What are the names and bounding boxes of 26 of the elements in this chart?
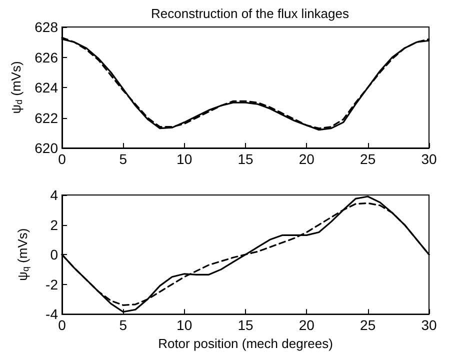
x-tick-label: 10 — [176, 317, 192, 334]
x-tick-label: 10 — [176, 151, 192, 167]
x-tick-label: 20 — [298, 317, 315, 334]
x-tick-label: 15 — [238, 151, 254, 167]
y-tick-label: -4 — [46, 306, 58, 322]
y-tick-label: 0 — [50, 246, 58, 263]
y-tick-label: 622 — [34, 110, 58, 126]
x-tick-label: 25 — [360, 151, 376, 167]
x-tick-label: 30 — [421, 151, 437, 167]
y-tick-label: 628 — [34, 19, 58, 35]
y-axis-title: ψd (mVs) — [8, 61, 24, 114]
y-tick-label: 624 — [34, 80, 58, 96]
x-tick-label: 15 — [238, 317, 254, 334]
x-axis-title: Rotor position (mech degrees) — [158, 336, 333, 351]
x-tick-label: 5 — [119, 151, 128, 167]
y-tick-label: 620 — [34, 140, 58, 156]
y-axis-title: ψq (mVs) — [15, 228, 30, 281]
y-tick-label: 626 — [34, 49, 58, 66]
x-tick-label: 30 — [421, 317, 437, 334]
x-tick-label: 20 — [298, 151, 315, 167]
x-tick-label: 25 — [360, 317, 376, 334]
chart-title: Reconstruction of the flux linkages — [151, 6, 350, 21]
x-tick-label: 5 — [119, 317, 128, 334]
y-tick-label: -2 — [46, 276, 58, 292]
y-tick-label: 4 — [50, 187, 58, 203]
y-tick-label: 2 — [50, 216, 58, 233]
